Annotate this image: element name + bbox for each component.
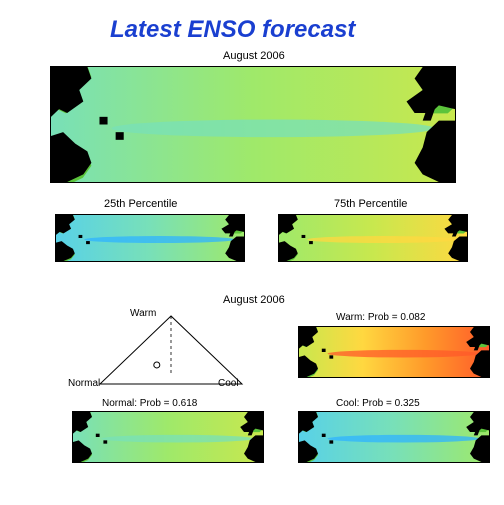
map-p25	[55, 214, 245, 262]
triangle-left-label: Normal	[68, 378, 100, 389]
triangle-apex-label: Warm	[130, 308, 156, 319]
page-title: Latest ENSO forecast	[110, 16, 355, 44]
map-p75	[278, 214, 468, 262]
triangle-right-label: Cool	[218, 378, 239, 389]
forecast-date-1: August 2006	[223, 50, 285, 62]
label-p25: 25th Percentile	[104, 198, 177, 210]
map-cool-prob	[298, 411, 490, 463]
label-normal-prob: Normal: Prob = 0.618	[102, 398, 197, 409]
label-p75: 75th Percentile	[334, 198, 407, 210]
label-cool-prob: Cool: Prob = 0.325	[336, 398, 420, 409]
map-main	[50, 66, 456, 183]
forecast-date-2: August 2006	[223, 294, 285, 306]
map-normal-prob	[72, 411, 264, 463]
label-warm-prob: Warm: Prob = 0.082	[336, 312, 425, 323]
map-warm-prob	[298, 326, 490, 378]
